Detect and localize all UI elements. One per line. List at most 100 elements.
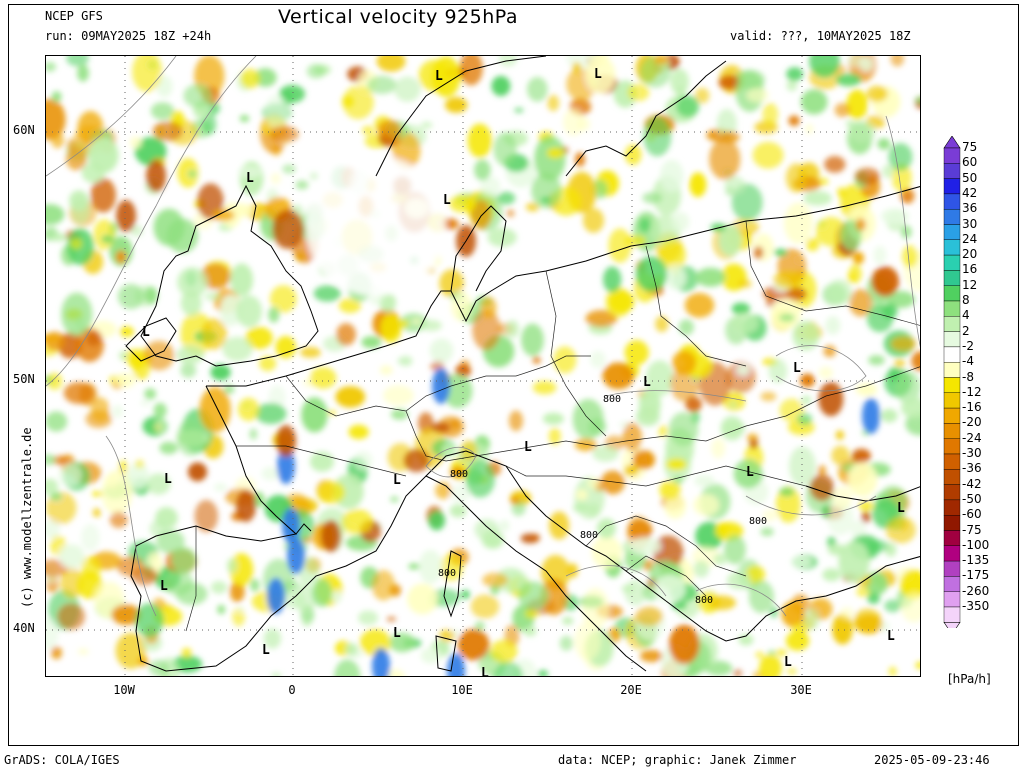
- low-pressure-symbol: L: [793, 361, 801, 376]
- low-pressure-symbol: L: [746, 465, 754, 480]
- low-pressure-symbol: L: [435, 69, 443, 84]
- legend-swatch: [943, 591, 961, 608]
- low-pressure-symbol: L: [246, 171, 254, 186]
- legend-top-arrow: [943, 136, 961, 149]
- legend-swatch: [943, 193, 961, 210]
- low-pressure-symbol: L: [524, 440, 532, 455]
- plot-frame: [8, 4, 1019, 746]
- legend-level-label: -24: [962, 430, 982, 445]
- legend-level-label: -2: [962, 338, 974, 353]
- legend-swatch: [943, 576, 961, 592]
- legend-swatch: [943, 515, 961, 531]
- legend-bottom-arrow: [943, 621, 961, 628]
- legend-swatch: [943, 316, 961, 332]
- low-pressure-symbol: L: [481, 666, 489, 677]
- legend-level-label: -50: [962, 491, 982, 506]
- legend-level-label: 50: [962, 170, 978, 185]
- lat-label: 40N: [13, 621, 35, 635]
- pressure-contours: [46, 56, 920, 617]
- map-panel: L L L L L L L L L L L L L L L L L L 800 800 800 800 800 800: [45, 55, 921, 677]
- contour-value-labels: 800 800 800 800 800 800: [438, 394, 767, 606]
- vertical-credit: (c) www.modellzentrale.de: [20, 427, 34, 608]
- legend-swatch: [943, 499, 961, 516]
- legend-level-label: -350: [962, 599, 990, 613]
- lon-label: 30E: [790, 683, 812, 697]
- legend-swatch: [943, 239, 961, 256]
- graticule: [46, 56, 920, 676]
- legend-level-label: 36: [962, 201, 978, 216]
- low-pressure-symbol: L: [887, 629, 895, 644]
- legend-level-label: 8: [962, 293, 970, 307]
- legend-level-label: -175: [962, 568, 990, 583]
- legend-level-label: -16: [962, 400, 982, 415]
- legend-swatch: [943, 530, 961, 547]
- low-pressure-symbol: L: [160, 579, 168, 594]
- low-pressure-symbol: L: [643, 375, 651, 390]
- contour-label: 800: [438, 568, 456, 579]
- legend-level-label: -8: [962, 369, 974, 384]
- legend-level-label: 30: [962, 216, 978, 231]
- legend-swatch: [943, 208, 961, 225]
- legend-swatch: [943, 178, 961, 195]
- legend-unit: [hPa/h]: [948, 672, 991, 686]
- legend-swatch: [943, 545, 961, 562]
- lon-label: 20E: [620, 683, 642, 697]
- legend-swatch: [943, 270, 961, 286]
- legend-swatch: [943, 453, 961, 470]
- legend-level-label: 2: [962, 323, 970, 338]
- legend-swatch: [943, 254, 961, 271]
- borders: [185, 220, 920, 632]
- low-pressure-symbol: L: [443, 193, 451, 208]
- legend-level-label: -260: [962, 583, 990, 598]
- timestamp: 2025-05-09-23:46: [874, 753, 990, 767]
- low-pressure-symbol: L: [594, 67, 602, 82]
- legend-level-label: 24: [962, 231, 978, 246]
- legend-swatch: [943, 163, 961, 179]
- legend-swatch: [943, 224, 961, 241]
- legend-level-label: 16: [962, 262, 978, 277]
- legend-level-label: 60: [962, 155, 978, 170]
- legend-level-label: -42: [962, 476, 982, 491]
- legend-swatch: [943, 361, 961, 378]
- legend-level-label: -100: [962, 537, 990, 552]
- legend-swatch: [943, 423, 961, 439]
- contour-label: 800: [749, 516, 767, 527]
- coastlines: [125, 56, 920, 672]
- legend-level-label: 42: [962, 185, 978, 200]
- legend-level-label: -60: [962, 507, 982, 522]
- contour-label: 800: [695, 595, 713, 606]
- legend-swatch: [943, 346, 961, 363]
- legend-swatch: [943, 560, 961, 577]
- legend-level-label: -135: [962, 553, 990, 568]
- legend-level-label: -75: [962, 522, 982, 537]
- low-pressure-symbol: L: [142, 325, 150, 340]
- legend-swatch: [943, 484, 961, 501]
- legend-swatch: [943, 392, 961, 409]
- legend-swatch: [943, 147, 961, 164]
- legend-level-label: -30: [962, 446, 982, 460]
- legend-swatch: [943, 285, 961, 302]
- page-title: Vertical velocity 925hPa: [278, 6, 519, 28]
- software-credit: GrADS: COLA/IGES: [4, 753, 120, 767]
- legend-swatch: [943, 438, 961, 455]
- contour-label: 800: [450, 469, 468, 480]
- legend-swatch: [943, 407, 961, 424]
- low-pressure-markers: L L L L L L L L L L L L L L L L L L: [142, 67, 905, 677]
- legend-level-label: 75: [962, 140, 978, 154]
- legend-swatch: [943, 300, 961, 317]
- lon-label: 0: [288, 683, 296, 697]
- lat-label: 50N: [13, 372, 35, 386]
- low-pressure-symbol: L: [262, 643, 270, 658]
- low-pressure-symbol: L: [393, 473, 401, 488]
- legend-level-label: -20: [962, 415, 982, 430]
- velocity-field-map: L L L L L L L L L L L L L L L L L L 800 800 800 800 800 800: [46, 56, 920, 677]
- lon-label: 10E: [451, 683, 473, 697]
- lon-label: 10W: [113, 683, 135, 697]
- legend-swatch: [943, 606, 961, 623]
- legend-level-label: -12: [962, 384, 982, 399]
- lat-label: 60N: [13, 123, 35, 137]
- valid-time: valid: ???, 10MAY2025 18Z: [730, 29, 911, 43]
- legend-level-label: 20: [962, 247, 978, 262]
- low-pressure-symbol: L: [393, 626, 401, 641]
- legend-level-label: -4: [962, 354, 974, 369]
